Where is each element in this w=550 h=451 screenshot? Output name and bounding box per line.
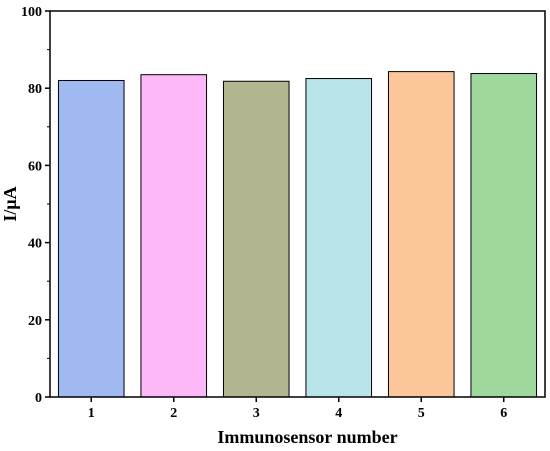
y-axis: 0 20 40 60 80 100 bbox=[21, 5, 50, 406]
bar-6 bbox=[470, 73, 538, 398]
x-tick-label: 2 bbox=[170, 406, 177, 421]
bars-group bbox=[57, 71, 538, 398]
x-tick-label: 4 bbox=[335, 406, 342, 421]
y-tick-label: 40 bbox=[28, 237, 42, 252]
x-axis: 1 2 3 4 5 6 bbox=[88, 397, 507, 421]
y-tick-label: 80 bbox=[28, 82, 42, 97]
x-tick-label: 5 bbox=[418, 406, 425, 421]
bar-5 bbox=[387, 71, 455, 398]
y-tick-label: 0 bbox=[35, 391, 42, 406]
x-axis-title: Immunosensor number bbox=[217, 427, 397, 447]
bar-1 bbox=[57, 79, 125, 398]
bar-2 bbox=[140, 74, 208, 398]
x-tick-label: 6 bbox=[500, 406, 507, 421]
bar-3 bbox=[222, 80, 290, 398]
y-tick-label: 100 bbox=[21, 5, 42, 20]
x-tick-label: 1 bbox=[88, 406, 95, 421]
x-tick-label: 3 bbox=[253, 406, 260, 421]
y-tick-label: 60 bbox=[28, 159, 42, 174]
y-axis-title: I/μA bbox=[0, 186, 20, 221]
bar-4 bbox=[305, 78, 373, 398]
y-tick-label: 20 bbox=[28, 314, 42, 329]
